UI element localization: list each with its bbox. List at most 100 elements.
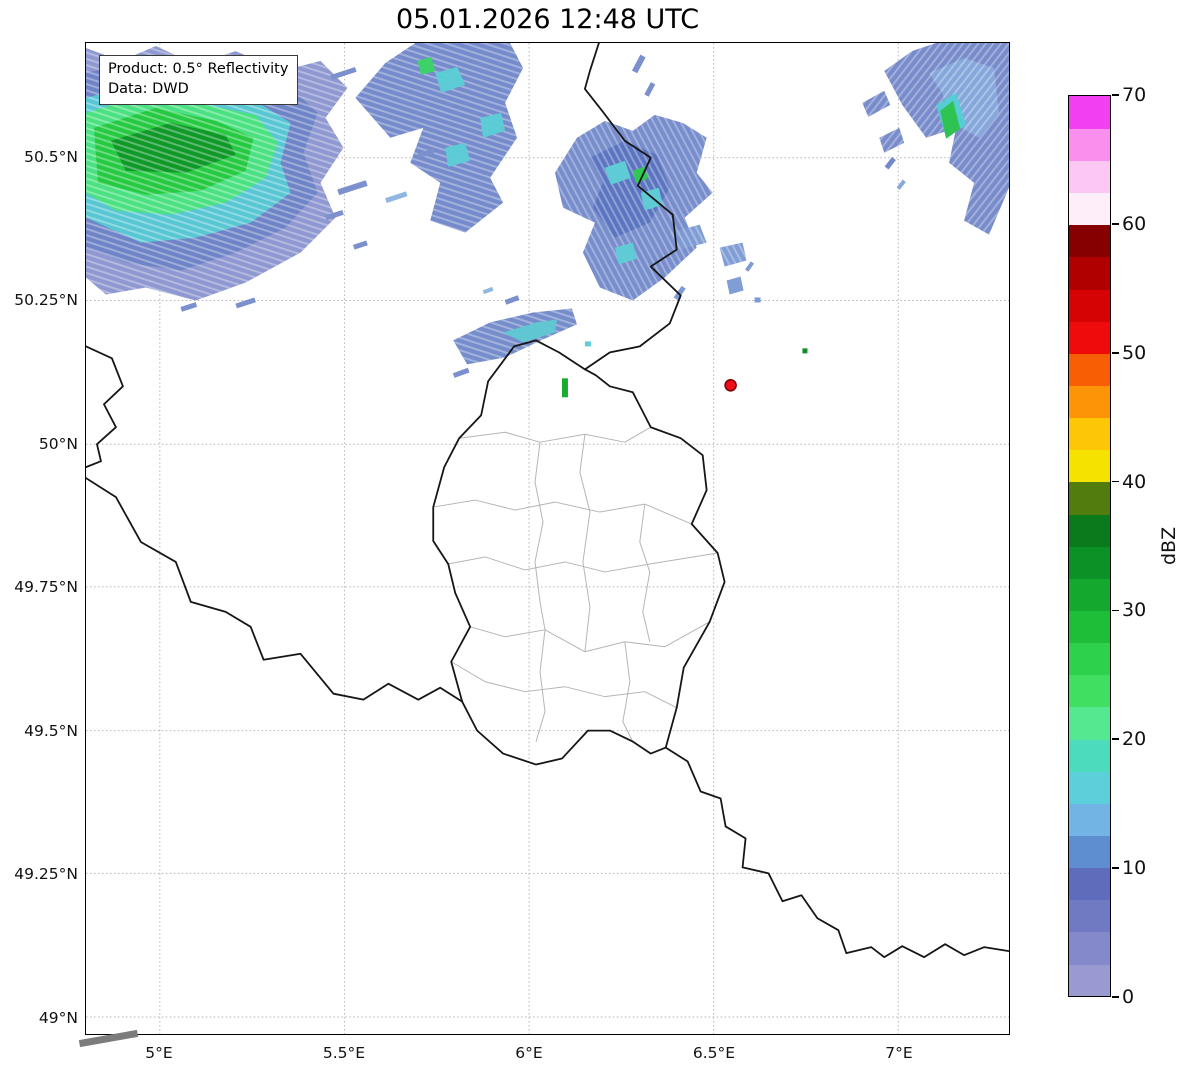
x-tick-label: 6°E (515, 1044, 543, 1062)
radar-echo-speck (745, 261, 755, 272)
colorbar-tick (1112, 480, 1119, 483)
y-tick-label: 49°N (38, 1009, 78, 1027)
radar-echo-texture (355, 43, 524, 233)
radar-echo-speck (352, 240, 368, 250)
country-borders-layer (86, 43, 1009, 959)
radar-echo-patch (445, 142, 471, 167)
colorbar-segment (1069, 803, 1110, 836)
canton-border (579, 434, 591, 652)
radar-echo-speck (644, 82, 656, 97)
colorbar-segment (1069, 417, 1110, 451)
figure-title: 05.01.2026 12:48 UTC (395, 4, 700, 35)
colorbar-segment (1069, 385, 1110, 419)
colorbar (1068, 95, 1111, 997)
radar-echo-layer (86, 43, 1009, 398)
radar-echo-speck (337, 180, 368, 196)
radar-echo-texture (669, 224, 707, 251)
colorbar-segment (1069, 353, 1110, 386)
colorbar-segment (1069, 867, 1110, 901)
colorbar-segment (1069, 321, 1110, 354)
radar-echo-speck (452, 367, 470, 378)
colorbar-tick-label: 40 (1122, 470, 1147, 493)
colorbar-segment (1069, 224, 1110, 258)
country-border (86, 345, 124, 469)
radar-echo-texture (589, 140, 670, 238)
country-border (664, 746, 1009, 959)
radar-echo-speck (482, 286, 494, 295)
colorbar-tick (1112, 867, 1119, 869)
radar-echo-speck (884, 157, 896, 170)
radar-echo-speck (385, 191, 408, 203)
colorbar-segment (1069, 610, 1110, 644)
colorbar-segment (1069, 963, 1110, 996)
canton-border (433, 499, 692, 525)
colorbar-tick (1112, 996, 1119, 998)
product-line: Product: 0.5° Reflectivity (108, 61, 289, 77)
colorbar-tick-label: 20 (1122, 728, 1147, 751)
product-annotation-box: Product: 0.5° Reflectivity Data: DWD (99, 55, 299, 105)
colorbar-tick-label: 50 (1122, 341, 1147, 364)
radar-map-canvas (86, 43, 1009, 1034)
country-border (432, 339, 726, 766)
radar-echo-speck (235, 297, 256, 309)
radar-map: Product: 0.5° Reflectivity Data: DWD (85, 42, 1010, 1035)
country-border (584, 43, 682, 371)
canton-borders-layer (433, 426, 718, 742)
colorbar-segment (1069, 546, 1110, 579)
radar-echo-texture (929, 57, 1000, 138)
radar-echo-speck (417, 148, 435, 159)
y-tick-label: 50.25°N (14, 291, 78, 309)
radar-echo-speck (561, 378, 568, 398)
colorbar-segment (1069, 931, 1110, 965)
colorbar-segment (1069, 96, 1110, 129)
colorbar-segment (1069, 642, 1110, 676)
colorbar-tick-label: 70 (1122, 84, 1147, 106)
y-tick-label: 50°N (38, 435, 78, 453)
colorbar-segment (1069, 481, 1110, 515)
colorbar-tick (1112, 738, 1119, 741)
radar-site-marker-layer (724, 379, 737, 392)
radar-echo-speck (180, 302, 198, 312)
radar-echo-patch (417, 56, 436, 75)
colorbar-segment (1069, 835, 1110, 869)
radar-echo-speck (896, 179, 906, 190)
x-tick-label: 6.5°E (692, 1044, 736, 1062)
x-tick-label: 7°E (885, 1044, 913, 1062)
radar-echo-texture (110, 122, 236, 173)
canton-border (534, 442, 546, 630)
radar-echo-speck (802, 348, 808, 354)
radar-echo-texture (719, 242, 747, 267)
colorbar-segment (1069, 899, 1110, 933)
colorbar-segment (1069, 513, 1110, 547)
radar-echo-speck (631, 54, 646, 74)
data-source-line: Data: DWD (108, 81, 189, 97)
canton-border (459, 426, 652, 443)
radar-echo-texture (862, 90, 891, 117)
canton-border (450, 661, 677, 709)
colorbar-segment (1069, 449, 1110, 483)
radar-echo-speck (330, 67, 357, 80)
y-tick-label: 49.75°N (14, 578, 78, 596)
canton-border (470, 621, 710, 653)
x-tick-label: 5°E (145, 1044, 173, 1062)
x-tick-label: 5.5°E (322, 1044, 366, 1062)
colorbar-tick-label: 10 (1122, 857, 1147, 880)
radar-echo-speck (325, 210, 344, 221)
colorbar-tick (1112, 609, 1119, 612)
canton-border (622, 641, 634, 742)
colorbar-segment (1069, 288, 1110, 322)
radar-echo-speck (584, 341, 591, 347)
canton-border (535, 629, 546, 742)
colorbar-tick-label: 30 (1122, 599, 1147, 622)
radar-echo-patch (940, 100, 961, 139)
y-tick-label: 49.25°N (14, 865, 78, 883)
colorbar-segment (1069, 128, 1110, 161)
radar-echo-speck (504, 295, 520, 305)
colorbar-segment (1069, 160, 1110, 194)
radar-echo-patch (480, 112, 506, 138)
radar-echo-patch (726, 276, 744, 295)
colorbar-segment (1069, 256, 1110, 290)
radar-site-marker (724, 379, 737, 392)
radar-echo-patch (435, 66, 466, 93)
